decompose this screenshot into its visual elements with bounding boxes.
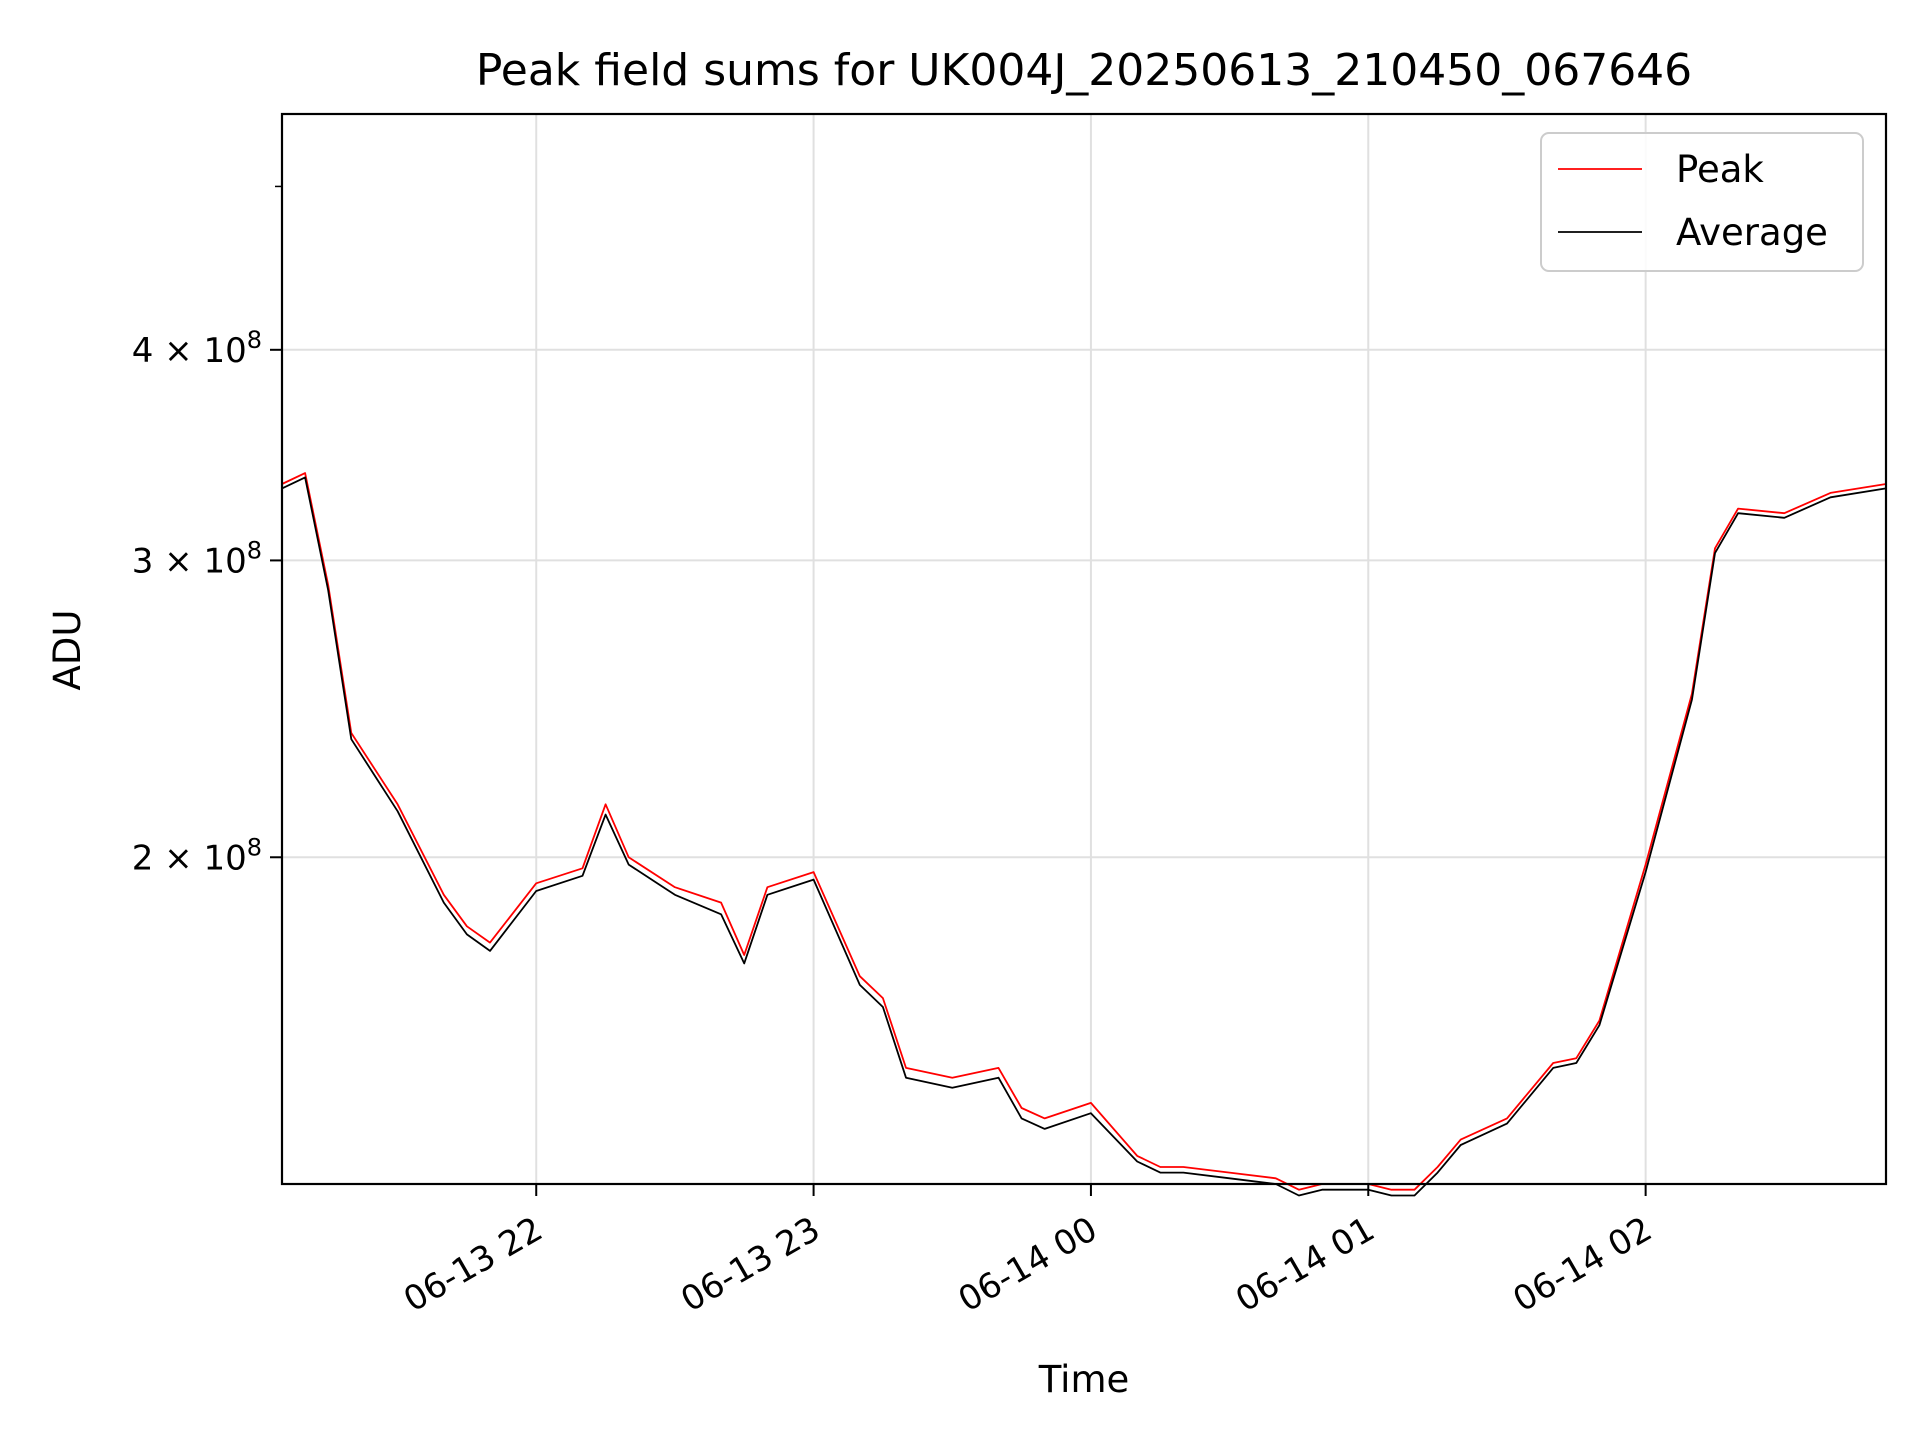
legend: Peak Average xyxy=(1540,132,1864,272)
series-line-average xyxy=(281,476,1887,1197)
x-axis-label: Time xyxy=(1038,1358,1130,1401)
plot-area-frame xyxy=(280,112,1888,1186)
y-axis-label: ADU xyxy=(46,610,89,691)
y-tick-label: 2 × 108 xyxy=(132,833,262,878)
series-line-peak xyxy=(281,472,1887,1191)
legend-label-average: Average xyxy=(1676,211,1828,254)
series-lines xyxy=(281,472,1887,1197)
legend-label-peak: Peak xyxy=(1676,148,1764,191)
legend-box xyxy=(1540,132,1864,272)
y-tick-label: 4 × 108 xyxy=(132,326,262,371)
grid-lines xyxy=(282,114,1886,1184)
y-tick-label: 3 × 108 xyxy=(132,536,262,581)
chart-title: Peak field sums for UK004J_20250613_2104… xyxy=(476,45,1692,96)
